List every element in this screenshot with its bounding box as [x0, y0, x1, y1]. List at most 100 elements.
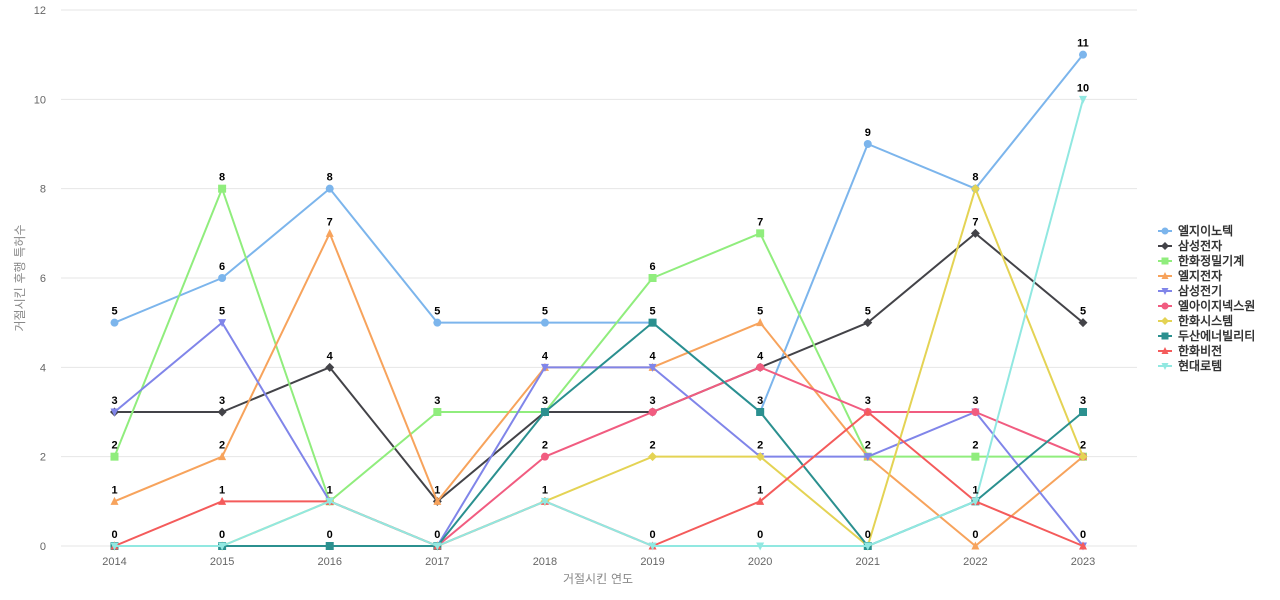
- data-point[interactable]: [433, 496, 442, 505]
- y-tick-label: 0: [40, 541, 46, 553]
- legend-marker[interactable]: [1161, 272, 1169, 279]
- data-point[interactable]: [433, 542, 442, 551]
- data-point[interactable]: [110, 496, 119, 505]
- legend-marker[interactable]: [1161, 363, 1169, 370]
- data-point[interactable]: [863, 318, 873, 328]
- data-label: 0: [434, 529, 440, 541]
- data-point[interactable]: [325, 228, 334, 237]
- data-point[interactable]: [648, 408, 657, 416]
- legend-marker[interactable]: [1161, 347, 1169, 354]
- legend-marker[interactable]: [1161, 332, 1169, 340]
- data-point[interactable]: [218, 274, 227, 282]
- data-point[interactable]: [971, 541, 980, 550]
- data-point[interactable]: [1079, 50, 1087, 59]
- legend-label: 두산에너빌리티: [1178, 328, 1255, 343]
- x-tick-label: 2020: [748, 556, 772, 568]
- legend-item[interactable]: 한화정밀기계: [1158, 253, 1244, 268]
- data-label: 0: [111, 529, 117, 541]
- data-point[interactable]: [540, 452, 549, 461]
- data-point[interactable]: [863, 407, 872, 416]
- legend-item[interactable]: 엘지전자: [1158, 268, 1222, 283]
- data-point[interactable]: [648, 318, 657, 327]
- data-point[interactable]: [971, 497, 980, 506]
- data-point[interactable]: [1079, 95, 1087, 104]
- data-point[interactable]: [217, 407, 227, 417]
- data-point[interactable]: [325, 497, 334, 506]
- legend-item[interactable]: 엘지이노텍: [1158, 223, 1233, 238]
- data-label: 1: [111, 484, 117, 496]
- data-point[interactable]: [540, 408, 549, 416]
- data-point[interactable]: [218, 319, 227, 328]
- data-label: 8: [972, 172, 978, 184]
- legend-marker[interactable]: [1161, 288, 1169, 295]
- data-point[interactable]: [218, 184, 227, 193]
- data-point[interactable]: [218, 452, 227, 461]
- data-point[interactable]: [433, 318, 442, 327]
- data-point[interactable]: [218, 496, 227, 505]
- legend-marker[interactable]: [1161, 302, 1169, 310]
- legend-item[interactable]: 두산에너빌리티: [1158, 328, 1255, 343]
- data-label: 10: [1077, 82, 1089, 94]
- data-point[interactable]: [863, 140, 872, 148]
- legend-marker[interactable]: [1161, 257, 1169, 265]
- data-point[interactable]: [110, 318, 119, 327]
- data-point[interactable]: [756, 229, 765, 238]
- legend-item[interactable]: 엘아이지넥스원: [1158, 298, 1255, 313]
- data-point[interactable]: [648, 542, 657, 551]
- data-point[interactable]: [755, 452, 765, 462]
- data-point[interactable]: [540, 363, 549, 372]
- data-point[interactable]: [756, 496, 765, 505]
- data-point[interactable]: [325, 542, 334, 550]
- data-point[interactable]: [218, 542, 227, 551]
- series-line[interactable]: [114, 232, 1084, 503]
- data-point[interactable]: [540, 318, 549, 327]
- data-point[interactable]: [325, 184, 334, 193]
- data-point[interactable]: [1079, 541, 1087, 550]
- data-label: 5: [865, 306, 871, 318]
- legend-marker[interactable]: [1161, 242, 1169, 250]
- data-point[interactable]: [756, 363, 765, 372]
- data-point[interactable]: [648, 274, 657, 282]
- data-point[interactable]: [1078, 452, 1088, 462]
- data-point[interactable]: [648, 363, 657, 372]
- data-point[interactable]: [756, 318, 765, 327]
- data-point[interactable]: [540, 497, 549, 506]
- data-point[interactable]: [1079, 408, 1087, 416]
- series-line[interactable]: [113, 187, 1084, 503]
- data-point[interactable]: [756, 408, 765, 416]
- data-label: 5: [1080, 306, 1086, 318]
- data-label: 1: [219, 484, 225, 496]
- legend-item[interactable]: 한화비전: [1158, 343, 1222, 358]
- data-label: 3: [434, 395, 440, 407]
- series-line[interactable]: [114, 232, 1084, 547]
- data-label: 4: [649, 350, 656, 362]
- data-point[interactable]: [110, 452, 119, 461]
- data-point[interactable]: [970, 228, 980, 238]
- data-point[interactable]: [863, 453, 872, 462]
- data-point[interactable]: [648, 452, 658, 462]
- data-point[interactable]: [863, 542, 872, 551]
- data-point[interactable]: [971, 408, 980, 416]
- data-point[interactable]: [971, 452, 980, 461]
- data-label: 6: [649, 261, 655, 273]
- data-point[interactable]: [110, 408, 119, 417]
- series-line[interactable]: [114, 54, 1084, 413]
- legend-item[interactable]: 삼성전자: [1158, 238, 1222, 253]
- y-tick-label: 6: [40, 273, 46, 285]
- series-line[interactable]: [114, 99, 1084, 547]
- data-point[interactable]: [756, 542, 765, 551]
- legend-marker[interactable]: [1161, 227, 1169, 235]
- data-point[interactable]: [110, 542, 119, 551]
- data-point[interactable]: [1078, 318, 1088, 328]
- legend-item[interactable]: 삼성전기: [1158, 283, 1222, 298]
- legend-item[interactable]: 현대로템: [1158, 358, 1222, 373]
- legend-item[interactable]: 한화시스템: [1158, 313, 1233, 328]
- data-label: 9: [865, 127, 871, 139]
- y-tick-label: 10: [34, 94, 46, 106]
- data-point[interactable]: [325, 362, 335, 372]
- legend-marker[interactable]: [1161, 317, 1169, 325]
- data-point[interactable]: [433, 408, 442, 416]
- data-point[interactable]: [970, 184, 980, 194]
- legend: 엘지이노텍삼성전자한화정밀기계엘지전자삼성전기엘아이지넥스원한화시스템두산에너빌…: [1158, 223, 1255, 373]
- data-label: 0: [1080, 529, 1086, 541]
